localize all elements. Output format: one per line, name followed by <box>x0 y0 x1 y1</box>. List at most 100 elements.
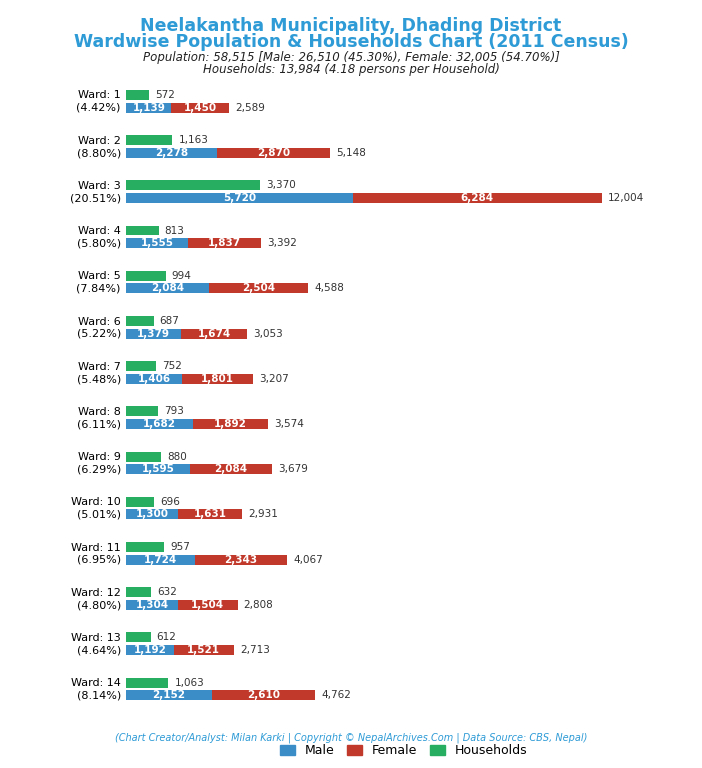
Bar <box>173 645 234 655</box>
Text: 1,063: 1,063 <box>174 677 204 687</box>
Bar <box>126 283 209 293</box>
Bar <box>178 509 242 519</box>
Text: 4,067: 4,067 <box>293 554 323 564</box>
Bar <box>353 193 602 203</box>
Bar <box>171 103 229 113</box>
Text: 3,679: 3,679 <box>278 464 308 474</box>
Text: 5,148: 5,148 <box>336 147 366 157</box>
Text: 2,589: 2,589 <box>235 103 265 113</box>
Text: 1,521: 1,521 <box>187 645 220 655</box>
Text: 632: 632 <box>157 588 177 598</box>
Text: 2,278: 2,278 <box>155 147 188 157</box>
Bar <box>211 690 315 700</box>
Text: 1,163: 1,163 <box>178 135 208 145</box>
Bar <box>126 632 151 642</box>
Text: 3,370: 3,370 <box>266 180 296 190</box>
Bar <box>126 238 188 248</box>
Text: 1,139: 1,139 <box>133 103 166 113</box>
Bar <box>126 554 194 564</box>
Bar <box>126 497 154 507</box>
Text: 1,837: 1,837 <box>208 238 241 248</box>
Bar <box>126 135 173 145</box>
Text: Households: 13,984 (4.18 persons per Household): Households: 13,984 (4.18 persons per Hou… <box>203 63 499 76</box>
Text: 2,870: 2,870 <box>257 147 290 157</box>
Text: 1,801: 1,801 <box>201 374 234 384</box>
Bar <box>126 464 190 474</box>
Bar <box>126 271 166 280</box>
Bar <box>126 90 149 100</box>
Bar <box>126 193 353 203</box>
Text: 4,762: 4,762 <box>321 690 351 700</box>
Bar <box>126 361 156 371</box>
Text: 3,574: 3,574 <box>274 419 304 429</box>
Bar <box>126 588 152 598</box>
Text: 2,084: 2,084 <box>151 283 184 293</box>
Text: 880: 880 <box>167 452 187 462</box>
Bar <box>126 103 171 113</box>
Text: Population: 58,515 [Male: 26,510 (45.30%), Female: 32,005 (54.70%)]: Population: 58,515 [Male: 26,510 (45.30%… <box>143 51 559 64</box>
Bar <box>209 283 308 293</box>
Bar <box>126 452 161 462</box>
Text: 2,808: 2,808 <box>244 600 273 610</box>
Legend: Male, Female, Households: Male, Female, Households <box>274 739 533 762</box>
Text: Neelakantha Municipality, Dhading District: Neelakantha Municipality, Dhading Distri… <box>140 17 562 35</box>
Bar <box>126 509 178 519</box>
Bar <box>126 677 168 687</box>
Bar <box>126 645 173 655</box>
Text: 1,682: 1,682 <box>143 419 176 429</box>
Bar <box>181 329 247 339</box>
Bar <box>126 316 154 326</box>
Text: 572: 572 <box>155 90 175 100</box>
Bar <box>126 374 182 384</box>
Text: 2,084: 2,084 <box>214 464 247 474</box>
Text: 813: 813 <box>164 226 185 236</box>
Text: 752: 752 <box>162 361 182 371</box>
Bar <box>126 406 158 416</box>
Text: 1,595: 1,595 <box>142 464 174 474</box>
Bar <box>217 147 330 157</box>
Text: 1,406: 1,406 <box>138 374 171 384</box>
Bar <box>193 419 268 429</box>
Text: 2,343: 2,343 <box>225 554 258 564</box>
Text: 2,931: 2,931 <box>249 509 278 519</box>
Bar <box>188 238 260 248</box>
Bar <box>126 147 217 157</box>
Bar <box>126 419 193 429</box>
Text: (Chart Creator/Analyst: Milan Karki | Copyright © NepalArchives.Com | Data Sourc: (Chart Creator/Analyst: Milan Karki | Co… <box>115 733 587 743</box>
Bar <box>126 600 178 610</box>
Bar <box>126 542 164 552</box>
Text: 1,555: 1,555 <box>140 238 173 248</box>
Bar <box>126 226 159 236</box>
Text: 1,724: 1,724 <box>144 554 177 564</box>
Text: 2,610: 2,610 <box>247 690 280 700</box>
Text: 957: 957 <box>170 542 190 552</box>
Text: 1,304: 1,304 <box>135 600 168 610</box>
Bar <box>126 690 211 700</box>
Text: Wardwise Population & Households Chart (2011 Census): Wardwise Population & Households Chart (… <box>74 33 628 51</box>
Text: 612: 612 <box>157 632 176 642</box>
Text: 3,392: 3,392 <box>267 238 296 248</box>
Text: 1,300: 1,300 <box>135 509 168 519</box>
Text: 1,674: 1,674 <box>197 329 231 339</box>
Text: 994: 994 <box>172 270 192 281</box>
Text: 793: 793 <box>164 406 184 416</box>
Bar <box>190 464 272 474</box>
Text: 1,192: 1,192 <box>133 645 166 655</box>
Text: 1,504: 1,504 <box>191 600 225 610</box>
Bar <box>126 329 181 339</box>
Text: 1,450: 1,450 <box>184 103 217 113</box>
Text: 12,004: 12,004 <box>608 193 644 203</box>
Text: 1,379: 1,379 <box>137 329 170 339</box>
Text: 2,152: 2,152 <box>152 690 185 700</box>
Text: 3,053: 3,053 <box>253 329 283 339</box>
Text: 687: 687 <box>159 316 180 326</box>
Text: 5,720: 5,720 <box>223 193 256 203</box>
Text: 1,631: 1,631 <box>194 509 227 519</box>
Text: 1,892: 1,892 <box>214 419 247 429</box>
Text: 696: 696 <box>160 497 180 507</box>
Text: 2,504: 2,504 <box>242 283 275 293</box>
Bar <box>126 180 260 190</box>
Text: 4,588: 4,588 <box>314 283 344 293</box>
Bar <box>182 374 253 384</box>
Bar <box>194 554 287 564</box>
